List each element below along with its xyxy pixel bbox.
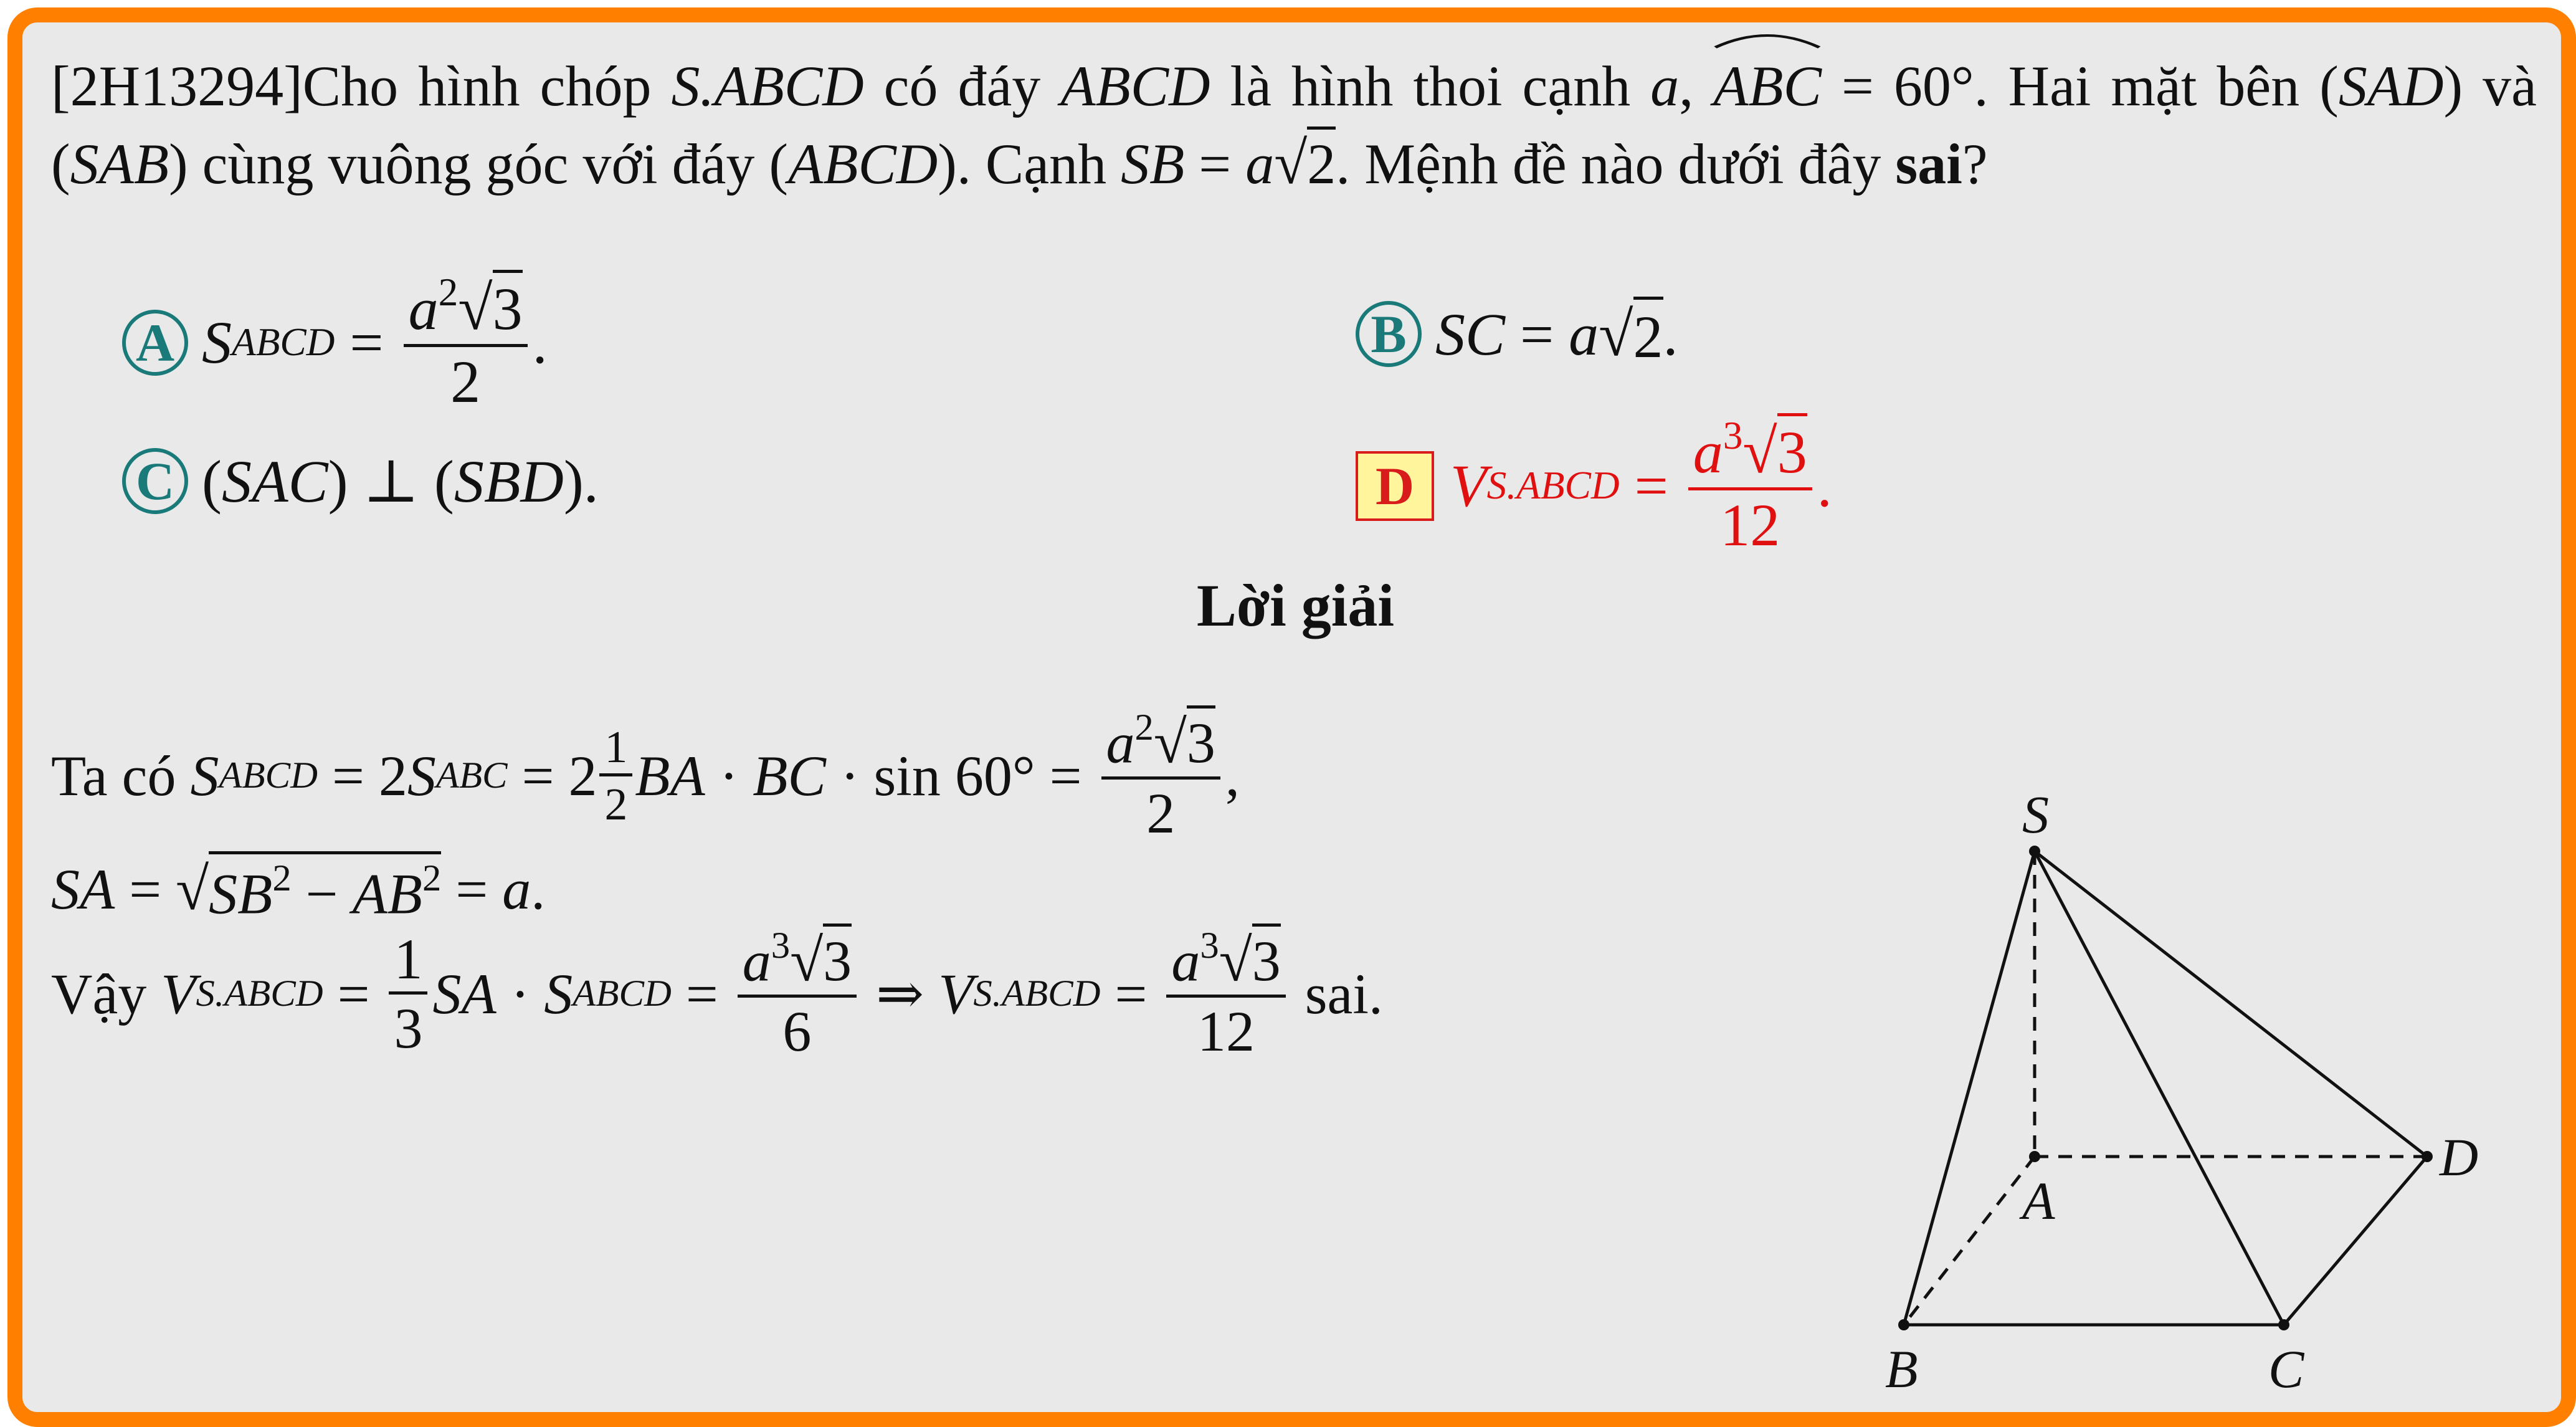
option-a[interactable]: A S ABCD = a2√3 2 .: [122, 270, 548, 414]
solution-line-2: SA = √ SB2 − AB2 = a.: [51, 851, 545, 927]
question-card: [2H13294]Cho hình chóp S.ABCD có đáy ABC…: [7, 7, 2576, 1427]
vertex-s: [2029, 846, 2040, 857]
sqrt-icon: √: [458, 273, 493, 343]
question-code: [2H13294]: [51, 54, 303, 118]
edge-sc: [2033, 850, 2286, 1326]
sqrt-icon: √: [1219, 927, 1252, 994]
sqrt-icon: √: [1742, 416, 1777, 487]
label-s: S: [2022, 785, 2049, 844]
label-d: D: [2439, 1127, 2478, 1187]
edge-ab-hidden: [1903, 1155, 2036, 1326]
fraction: a3√3 6: [737, 923, 857, 1061]
fraction: a3√3 12: [1166, 923, 1286, 1061]
sqrt-icon: √: [176, 856, 209, 923]
vertex-d: [2422, 1151, 2433, 1162]
vertex-a: [2029, 1151, 2040, 1162]
option-d[interactable]: D V S.ABCD = a3√3 12 .: [1356, 413, 1832, 557]
fraction: a3√3 12: [1688, 413, 1812, 557]
vertex-b: [1898, 1319, 1909, 1330]
solution-heading: Lời giải: [1196, 572, 1395, 639]
option-c[interactable]: C (SAC) ⊥ (SBD).: [122, 446, 599, 516]
label-c: C: [2268, 1339, 2305, 1393]
edge-sd: [2033, 850, 2428, 1158]
sqrt-icon: √: [1274, 130, 1308, 196]
edge-sb: [1902, 851, 2037, 1325]
fraction: a2√3 2: [403, 270, 528, 414]
vertex-c: [2278, 1319, 2289, 1330]
bold-keyword: sai: [1895, 132, 1962, 196]
option-d-label: D: [1356, 451, 1434, 521]
sqrt-icon: √: [790, 927, 824, 994]
angle-hat-icon: [1714, 34, 1821, 49]
option-b[interactable]: B SC = a √ 2 .: [1356, 297, 1678, 371]
option-a-label: A: [122, 309, 188, 376]
option-b-label: B: [1356, 301, 1422, 367]
angle-abc: ABC: [1713, 34, 1822, 125]
option-c-label: C: [122, 448, 188, 514]
edge-cd: [2283, 1155, 2428, 1326]
label-a: A: [2019, 1171, 2055, 1231]
sqrt-icon: √: [1599, 299, 1633, 369]
fraction: a2√3 2: [1101, 705, 1220, 843]
label-b: B: [1885, 1339, 1918, 1393]
question-text: [2H13294]Cho hình chóp S.ABCD có đáy ABC…: [51, 34, 2537, 203]
sqrt-icon: √: [1153, 709, 1187, 776]
pyramid-figure: S A B C D: [1885, 785, 2478, 1393]
